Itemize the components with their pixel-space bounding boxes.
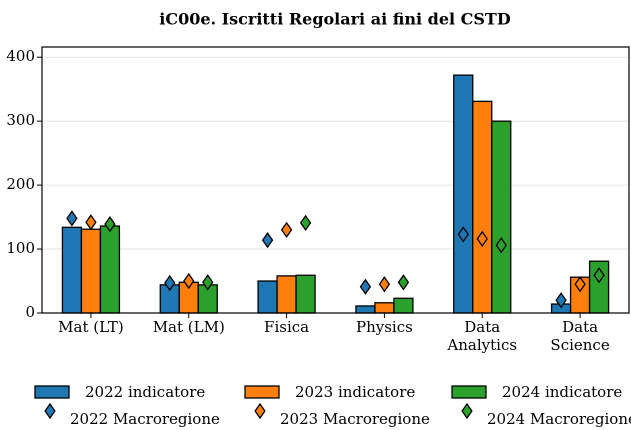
y-tick-label: 0: [25, 303, 35, 321]
bar: [491, 120, 512, 314]
legend-label: 2024 indicatore: [502, 383, 622, 401]
marker: [457, 226, 469, 243]
x-tick-label-line: Analytics: [446, 336, 517, 354]
bar: [61, 226, 83, 314]
x-tick-label: Data Science: [550, 318, 609, 354]
bar: [472, 100, 493, 314]
x-tick-label: Mat (LT): [58, 318, 124, 336]
marker: [299, 214, 312, 231]
marker: [378, 276, 391, 293]
plot-frame: [41, 46, 630, 314]
bar: [80, 228, 102, 314]
x-tick-label-line: Data: [562, 318, 598, 336]
x-tick-label: Fisica: [264, 318, 309, 336]
legend-label: 2023 Macroregione: [280, 410, 430, 428]
x-tick-label: Data Analytics: [446, 318, 517, 354]
legend-label: 2022 indicatore: [85, 383, 205, 401]
legend-swatch: [244, 385, 280, 399]
marker: [397, 274, 410, 291]
x-tick-label-line: Data: [464, 318, 500, 336]
bar: [99, 225, 121, 314]
bar: [295, 274, 316, 314]
legend-marker: [461, 402, 473, 420]
marker: [261, 231, 274, 249]
marker: [183, 272, 195, 290]
bar: [374, 302, 395, 314]
chart-title: iC00e. Iscritti Regolari ai fini del CST…: [159, 10, 511, 29]
marker: [66, 210, 78, 227]
marker: [593, 267, 605, 284]
marker: [202, 274, 214, 291]
bar: [257, 280, 278, 314]
y-tick-label: 300: [6, 111, 35, 129]
marker: [555, 292, 567, 309]
legend-marker: [254, 402, 266, 420]
marker: [280, 221, 293, 239]
bar: [393, 297, 414, 314]
x-tick-label: Mat (LM): [153, 318, 225, 336]
legend-marker: [44, 402, 56, 420]
y-tick-label: 400: [6, 47, 35, 65]
legend-label: 2024 Macroregione: [487, 410, 631, 428]
marker: [574, 276, 586, 293]
marker: [495, 237, 507, 254]
marker: [85, 214, 97, 231]
legend-label: 2022 Macroregione: [70, 410, 220, 428]
y-tick-label: 100: [6, 239, 35, 257]
x-tick-label: Physics: [356, 318, 413, 336]
y-tick-label: 200: [6, 175, 35, 193]
x-tick-label-line: Science: [550, 336, 609, 354]
bar: [355, 305, 376, 314]
marker: [359, 278, 372, 295]
legend-label: 2023 indicatore: [295, 383, 415, 401]
marker: [476, 230, 488, 247]
marker: [104, 215, 116, 233]
bar: [276, 275, 297, 314]
marker: [164, 274, 176, 292]
legend-swatch: [451, 385, 487, 399]
legend-swatch: [34, 385, 70, 399]
bar: [453, 74, 474, 314]
